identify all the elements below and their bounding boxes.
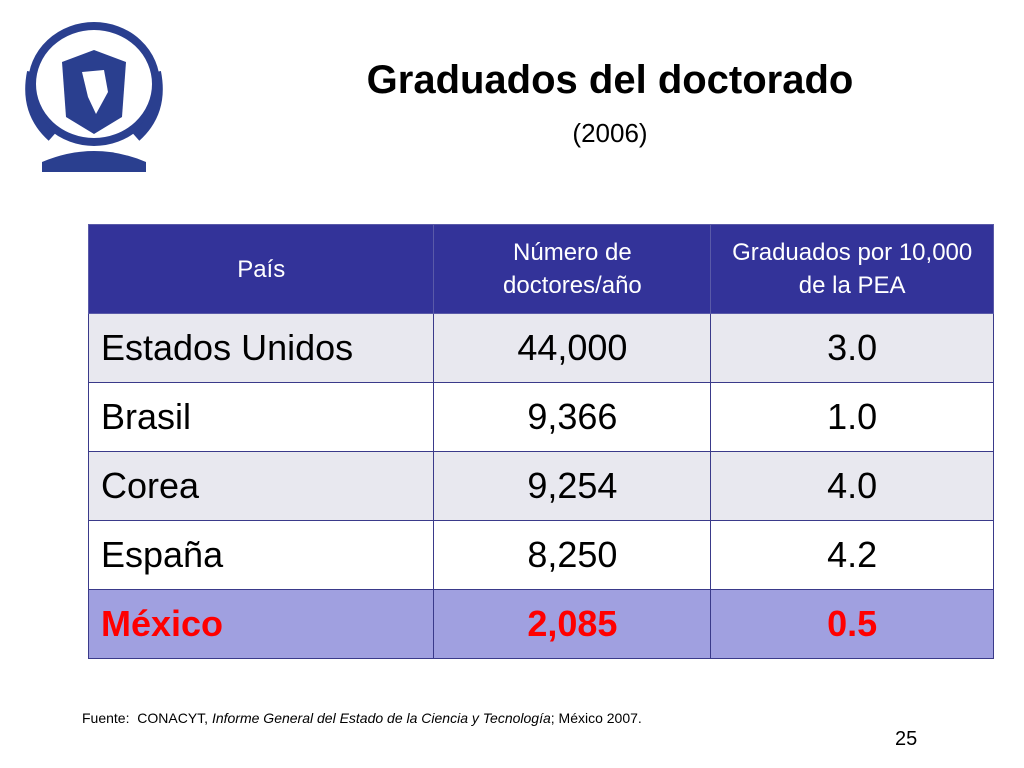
table-cell: Corea (87, 451, 435, 521)
footnote-label: Fuente: (82, 710, 130, 726)
page-number: 25 (895, 728, 918, 750)
table-cell: México (87, 589, 435, 659)
table-cell: 4.0 (710, 451, 994, 521)
header-row: País Número de doctores/año Graduados por … (87, 224, 994, 314)
table-row: Estados Unidos 44,000 3.0 (87, 313, 994, 383)
table-cell: 1.0 (710, 382, 994, 452)
table-row: México 2,085 0.5 (87, 589, 994, 659)
table-row: Corea 9,254 4.0 (87, 451, 994, 521)
table-cell: 3.0 (710, 313, 994, 383)
column-header: Número de doctores/año (433, 224, 712, 314)
table-cell: 9,254 (433, 451, 712, 521)
data-table: País Número de doctores/año Graduados por … (87, 224, 994, 659)
subtitle: (2006) (572, 118, 648, 148)
footnote-rest: ; México 2007. (550, 710, 642, 726)
table-cell: 44,000 (433, 313, 712, 383)
table-body: Estados Unidos 44,000 3.0 Brasil 9,366 1.0 Cor… (87, 313, 994, 659)
seal-map (82, 70, 108, 114)
university-seal (25, 22, 163, 172)
table-row: España 8,250 4.2 (87, 520, 994, 590)
table-cell: Estados Unidos (87, 313, 435, 383)
column-header: País (87, 224, 435, 314)
column-header: Graduados por 10,000 de la PEA (710, 224, 994, 314)
title: Graduados del doctorado (366, 58, 854, 102)
table-cell: 4.2 (710, 520, 994, 590)
table-cell: España (87, 520, 435, 590)
table-row: Brasil 9,366 1.0 (87, 382, 994, 452)
seal-base (42, 151, 146, 172)
footnote: Fuente: CONACYT, Informe General del Est… (82, 710, 642, 726)
seal-wings (25, 71, 163, 141)
footnote-publication: Informe General del Estado de la Ciencia… (211, 710, 551, 726)
footnote-source: CONACYT, (137, 710, 209, 726)
table-cell: 0.5 (710, 589, 994, 659)
table-cell: 8,250 (433, 520, 712, 590)
table-cell: 9,366 (433, 382, 712, 452)
table-cell: Brasil (87, 382, 435, 452)
table-cell: 2,085 (433, 589, 712, 659)
